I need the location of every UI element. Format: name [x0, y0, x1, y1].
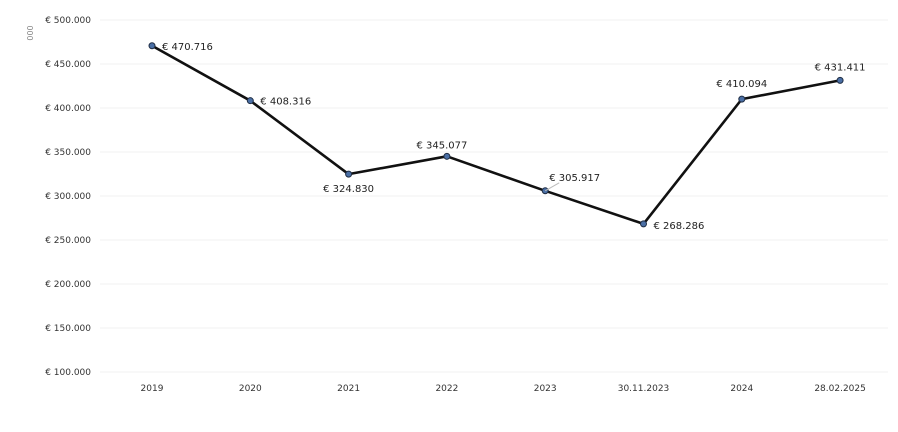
y-tick-label: € 100.000 — [45, 368, 91, 378]
x-tick-label: 2022 — [435, 384, 458, 394]
x-tick-label: 2020 — [239, 384, 262, 394]
x-tick-label: 2019 — [141, 384, 164, 394]
x-tick-label: 2021 — [337, 384, 360, 394]
series-line — [150, 44, 842, 226]
data-labels: € 470.716 € 408.316 € 324.830 € 345.077 € 30… — [162, 42, 866, 232]
x-tick-label: 2023 — [534, 384, 557, 394]
y-tick-label: € 450.000 — [45, 60, 91, 70]
x-tick-label: 2024 — [730, 384, 753, 394]
data-point — [246, 97, 254, 105]
data-points — [148, 42, 844, 228]
y-tick-label: € 200.000 — [45, 280, 91, 290]
y-tick-label: € 400.000 — [45, 104, 91, 114]
y-tick-label: € 250.000 — [45, 236, 91, 246]
data-label: € 324.830 — [323, 184, 374, 195]
y-axis-ticks: € 500.000 € 450.000 € 400.000 € 350.000 € 30… — [45, 16, 91, 378]
data-label: € 305.917 — [549, 173, 600, 184]
x-tick-label: 30.11.2023 — [618, 384, 670, 394]
y-axis-label: 000 — [26, 25, 35, 40]
data-point — [640, 220, 647, 228]
series-polyline — [150, 44, 842, 226]
data-label: € 470.716 — [162, 42, 213, 53]
data-point — [443, 152, 451, 160]
x-tick-label: 28.02.2025 — [814, 384, 866, 394]
data-point — [836, 76, 844, 84]
data-label: € 410.094 — [716, 79, 767, 90]
label-leader-line — [544, 182, 560, 192]
data-point — [345, 170, 353, 178]
data-label: € 268.286 — [654, 221, 705, 232]
data-point — [738, 95, 746, 103]
y-tick-label: € 350.000 — [45, 148, 91, 158]
y-tick-label: € 150.000 — [45, 324, 91, 334]
data-label: € 408.316 — [260, 97, 311, 108]
x-axis-ticks: 2019 2020 2021 2022 2023 30.11.2023 2024 28.02.… — [141, 384, 866, 394]
y-tick-label: € 500.000 — [45, 16, 91, 26]
y-tick-label: € 300.000 — [45, 192, 91, 202]
data-point — [148, 42, 156, 50]
grid-lines — [100, 19, 888, 373]
data-label: € 431.411 — [815, 62, 866, 73]
data-label: € 345.077 — [416, 140, 467, 151]
